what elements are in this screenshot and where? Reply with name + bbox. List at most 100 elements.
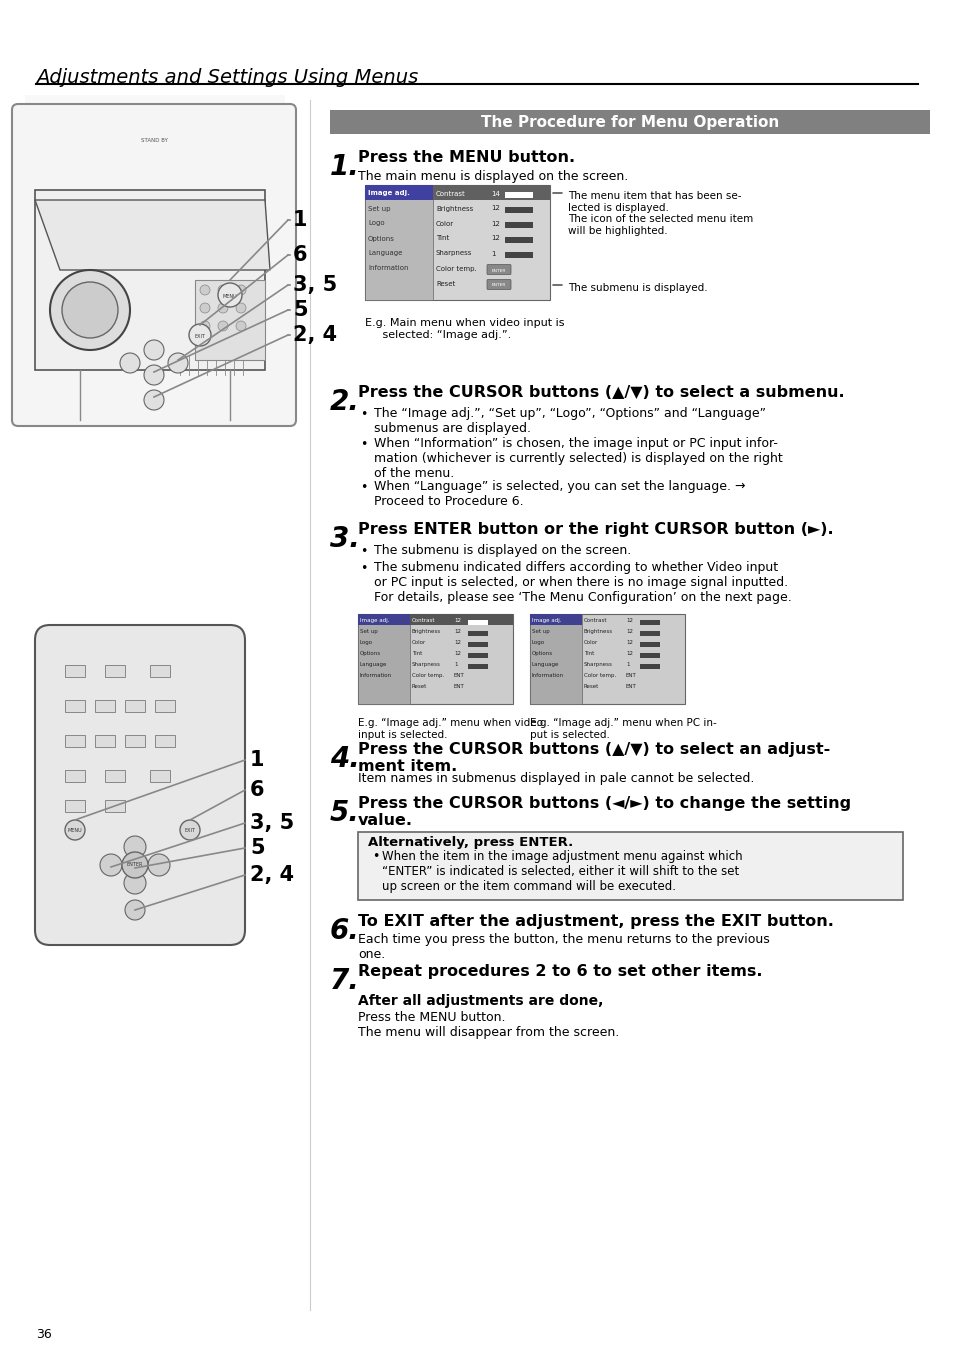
Text: Press ENTER button or the right CURSOR button (►).: Press ENTER button or the right CURSOR b…	[357, 521, 833, 536]
Text: Reset: Reset	[436, 281, 455, 286]
Circle shape	[100, 854, 122, 875]
Bar	[530, 613, 581, 704]
Circle shape	[180, 820, 200, 840]
Circle shape	[120, 353, 140, 373]
Circle shape	[218, 285, 228, 295]
Text: Brightness: Brightness	[412, 630, 440, 634]
Circle shape	[144, 365, 164, 385]
Text: Options: Options	[359, 651, 381, 657]
Bar	[639, 631, 659, 635]
Bar	[639, 642, 659, 647]
Text: STAND BY: STAND BY	[140, 138, 168, 143]
Text: 5: 5	[293, 300, 307, 320]
Text: 12: 12	[625, 640, 633, 644]
Text: E.g. “Image adj.” menu when video
input is selected.: E.g. “Image adj.” menu when video input …	[357, 717, 542, 739]
Bar	[410, 613, 513, 626]
Bar	[365, 185, 433, 200]
Text: ENTER: ENTER	[127, 862, 143, 867]
Text: Brightness: Brightness	[436, 205, 473, 212]
Text: ENT: ENT	[625, 673, 636, 678]
Bar	[504, 251, 533, 258]
Bar	[154, 735, 174, 747]
Bar	[530, 613, 684, 704]
Text: 3.: 3.	[330, 526, 359, 553]
Text: 1: 1	[250, 750, 264, 770]
Text: E.g. Main menu when video input is
     selected: “Image adj.”.: E.g. Main menu when video input is selec…	[365, 317, 564, 339]
Text: 1: 1	[491, 250, 495, 257]
Bar	[468, 631, 488, 635]
Text: 36: 36	[36, 1328, 51, 1342]
Text: 5: 5	[250, 838, 264, 858]
Circle shape	[124, 871, 146, 894]
Text: Alternatively, press ENTER.: Alternatively, press ENTER.	[368, 836, 573, 848]
Text: Language: Language	[359, 662, 387, 667]
Bar	[468, 642, 488, 647]
Text: 12: 12	[454, 630, 460, 634]
Bar	[330, 109, 929, 134]
Text: 2, 4: 2, 4	[250, 865, 294, 885]
Circle shape	[65, 820, 85, 840]
Circle shape	[50, 270, 130, 350]
Text: Color: Color	[436, 220, 454, 227]
Bar	[125, 700, 145, 712]
Text: The “Image adj.”, “Set up”, “Logo”, “Options” and “Language”
submenus are displa: The “Image adj.”, “Set up”, “Logo”, “Opt…	[374, 407, 765, 435]
Text: After all adjustments are done,: After all adjustments are done,	[357, 994, 602, 1008]
Text: Repeat procedures 2 to 6 to set other items.: Repeat procedures 2 to 6 to set other it…	[357, 965, 761, 979]
Text: The submenu is displayed on the screen.: The submenu is displayed on the screen.	[374, 544, 631, 557]
Bar	[504, 236, 533, 242]
Text: The submenu indicated differs according to whether Video input
or PC input is se: The submenu indicated differs according …	[374, 561, 791, 604]
Text: •: •	[372, 850, 379, 863]
Text: EXIT: EXIT	[184, 828, 195, 832]
Bar	[357, 613, 410, 704]
Circle shape	[124, 836, 146, 858]
Circle shape	[125, 900, 145, 920]
Text: Press the CURSOR buttons (▲/▼) to select a submenu.: Press the CURSOR buttons (▲/▼) to select…	[357, 385, 843, 400]
Bar	[35, 190, 265, 370]
Bar	[65, 735, 85, 747]
Text: Color: Color	[583, 640, 598, 644]
Bar	[357, 613, 410, 626]
Bar	[504, 192, 533, 197]
Bar	[468, 653, 488, 658]
Text: 7.: 7.	[330, 967, 359, 994]
Text: MENU: MENU	[68, 828, 82, 832]
Text: Sharpness: Sharpness	[436, 250, 472, 257]
Polygon shape	[35, 200, 270, 270]
Bar	[65, 800, 85, 812]
Circle shape	[144, 340, 164, 359]
Bar	[504, 207, 533, 212]
Text: Information: Information	[359, 673, 392, 678]
Bar	[468, 620, 488, 624]
Text: 1.: 1.	[330, 153, 359, 181]
FancyBboxPatch shape	[486, 265, 511, 274]
Circle shape	[62, 282, 118, 338]
Circle shape	[200, 285, 210, 295]
Text: 12: 12	[625, 651, 633, 657]
Text: 1: 1	[454, 662, 457, 667]
Bar	[125, 735, 145, 747]
Bar	[468, 663, 488, 669]
Text: Press the MENU button.
The menu will disappear from the screen.: Press the MENU button. The menu will dis…	[357, 1011, 618, 1039]
Circle shape	[218, 282, 242, 307]
Text: 3, 5: 3, 5	[250, 813, 294, 834]
Text: 3, 5: 3, 5	[293, 276, 337, 295]
Text: To EXIT after the adjustment, press the EXIT button.: To EXIT after the adjustment, press the …	[357, 915, 833, 929]
Text: MENU: MENU	[222, 293, 237, 299]
Text: Contrast: Contrast	[583, 617, 607, 623]
Bar	[639, 663, 659, 669]
Text: Image adj.: Image adj.	[368, 190, 410, 196]
Text: Information: Information	[368, 266, 408, 272]
Text: Reset: Reset	[583, 684, 598, 689]
Text: When “Information” is chosen, the image input or PC input infor-
mation (whichev: When “Information” is chosen, the image …	[374, 436, 781, 480]
Bar	[504, 222, 533, 227]
Text: 6: 6	[250, 780, 264, 800]
Text: Sharpness: Sharpness	[412, 662, 440, 667]
Bar	[154, 700, 174, 712]
Text: 6.: 6.	[330, 917, 359, 944]
Bar	[639, 620, 659, 624]
Bar	[65, 700, 85, 712]
FancyBboxPatch shape	[35, 626, 245, 944]
Circle shape	[235, 285, 246, 295]
Circle shape	[189, 324, 211, 346]
Text: EXIT: EXIT	[194, 334, 205, 339]
